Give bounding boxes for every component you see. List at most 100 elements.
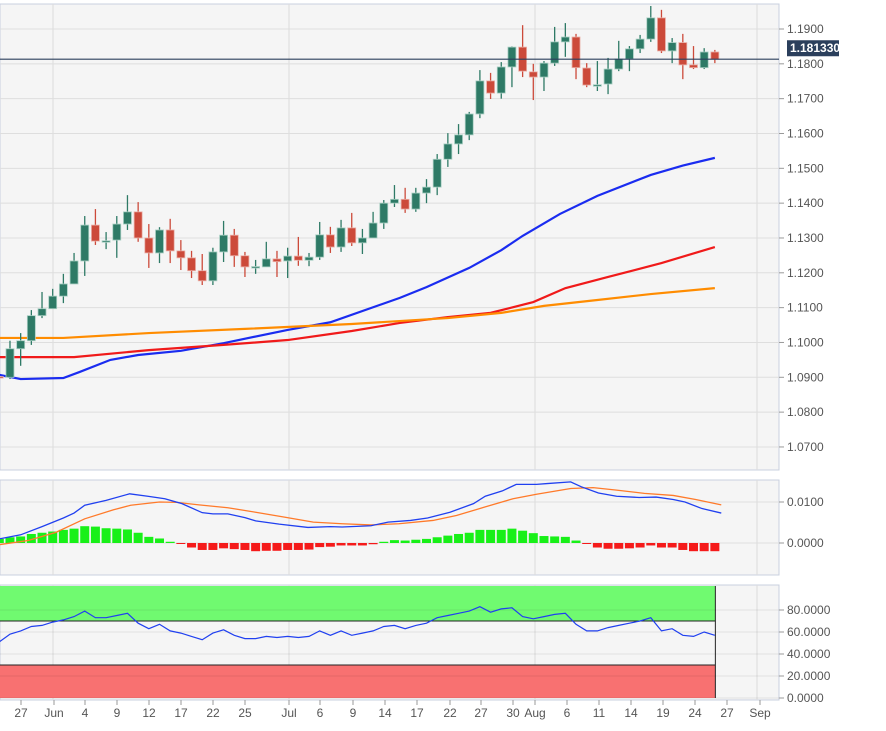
- macd-histogram-bar: [208, 543, 218, 550]
- candle-body: [560, 36, 570, 43]
- candle-body: [678, 42, 688, 66]
- candle-body: [176, 250, 186, 259]
- y-tick-label: 1.1500: [787, 161, 824, 175]
- x-tick-label: 4: [82, 706, 89, 720]
- x-tick-label: 27: [720, 706, 734, 720]
- macd-histogram-bar: [689, 543, 698, 552]
- candle: [304, 252, 314, 267]
- macd-histogram-bar: [475, 529, 485, 543]
- candle: [454, 124, 463, 155]
- y-tick-label: 1.1800: [787, 57, 824, 71]
- candle: [592, 61, 602, 91]
- candle-body: [219, 234, 228, 253]
- x-tick-label: 24: [688, 706, 702, 720]
- macd-histogram-bar: [122, 529, 132, 543]
- macd-histogram-bar: [229, 543, 239, 550]
- candle-body: [69, 260, 79, 285]
- last-price-tag: [779, 40, 839, 60]
- candle-body: [133, 211, 143, 239]
- candle: [176, 240, 186, 271]
- macd-histogram-bar: [261, 543, 271, 551]
- candle: [48, 288, 58, 310]
- macd-histogram-bar: [422, 538, 431, 543]
- candle: [272, 250, 282, 277]
- candle: [251, 259, 261, 274]
- candle: [0, 376, 4, 379]
- macd-histogram-bar: [486, 529, 496, 543]
- macd-histogram-bar: [293, 543, 303, 550]
- macd-histogram-bar: [187, 543, 197, 548]
- candle: [219, 220, 228, 263]
- candle-body: [101, 240, 111, 243]
- candle-body: [592, 84, 602, 87]
- candle: [155, 227, 164, 264]
- candle-body: [603, 68, 613, 85]
- candle-body: [251, 266, 261, 269]
- candle: [689, 46, 698, 70]
- macd-histogram-bar: [710, 543, 720, 552]
- candle-body: [5, 348, 15, 378]
- macd-histogram-bar: [325, 543, 335, 547]
- y-tick-label: 1.1900: [787, 22, 824, 36]
- y-tick-label: 1.1000: [787, 335, 824, 349]
- candle: [187, 250, 196, 279]
- candle: [240, 251, 250, 277]
- candle-body: [550, 41, 560, 64]
- macd-histogram-bar: [144, 536, 154, 543]
- candle: [422, 179, 431, 204]
- macd-histogram-bar: [197, 543, 207, 550]
- candle: [37, 291, 47, 319]
- last-price-value: 1.181330: [790, 41, 840, 55]
- macd-histogram-bar: [464, 532, 474, 543]
- candle-body: [229, 234, 239, 257]
- candle-body: [667, 42, 677, 52]
- macd-histogram-bar: [411, 539, 421, 543]
- candle-body: [432, 158, 442, 188]
- x-tick-label: 6: [317, 706, 324, 720]
- candle: [486, 72, 495, 100]
- candle: [347, 212, 357, 246]
- candle-body: [528, 71, 538, 78]
- candle: [411, 187, 421, 212]
- candle: [496, 62, 506, 99]
- candle-body: [379, 202, 389, 224]
- macd-histogram-bar: [133, 532, 143, 543]
- candle: [539, 61, 549, 91]
- candle: [646, 6, 656, 42]
- x-tick-label: 17: [174, 706, 188, 720]
- candle: [528, 63, 538, 101]
- candle-body: [123, 211, 132, 225]
- candle-body: [304, 256, 314, 261]
- candle: [635, 34, 645, 54]
- macd-histogram-bar: [58, 529, 68, 543]
- candle-body: [486, 80, 495, 94]
- candle: [197, 254, 207, 286]
- macd-histogram-bar: [496, 529, 506, 543]
- candle-body: [689, 64, 698, 69]
- candle-body: [208, 251, 218, 282]
- candle: [261, 241, 271, 268]
- x-tick-label: 12: [142, 706, 156, 720]
- candle: [112, 216, 122, 258]
- macd-histogram-bar: [16, 536, 26, 543]
- candle-body: [614, 58, 624, 70]
- candle-body: [422, 186, 431, 194]
- candle-body: [582, 67, 592, 86]
- candle-body: [625, 48, 634, 60]
- macd-histogram-bar: [539, 536, 549, 543]
- candle: [325, 226, 335, 253]
- macd-histogram-bar: [699, 543, 709, 552]
- candle-body: [358, 237, 367, 244]
- macd-histogram-bar: [443, 535, 453, 543]
- candle-body: [293, 255, 303, 261]
- candle-body: [475, 80, 485, 115]
- macd-histogram-bar: [368, 543, 378, 545]
- candle-body: [272, 258, 282, 263]
- macd-histogram-bar: [251, 543, 261, 552]
- candle-body: [91, 224, 100, 242]
- y-tick-label: 1.0800: [787, 405, 824, 419]
- rsi-y-tick-label: 0.0000: [787, 691, 824, 705]
- candle-body: [400, 198, 410, 210]
- x-tick-label: 25: [238, 706, 252, 720]
